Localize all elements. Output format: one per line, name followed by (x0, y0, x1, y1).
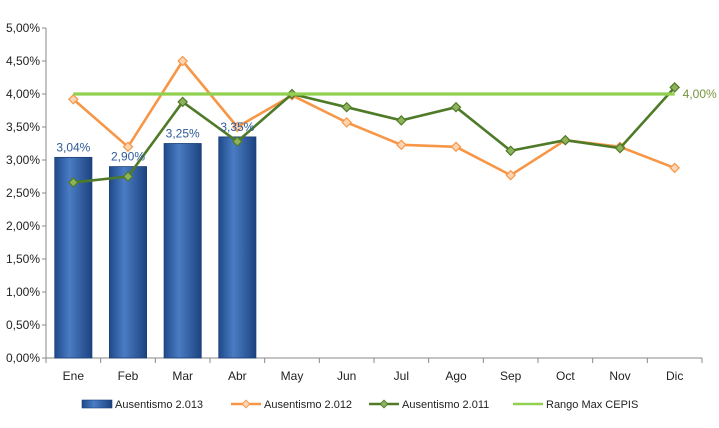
x-axis: Ene Feb Mar Abr May Jun Jul Ago Sep Oct Nov Dic (45, 357, 703, 383)
y-axis: 0,00% 0,50% 1,00% 1,50% 2,00% 2,50% 3,00% 3,50%… (6, 21, 47, 365)
x-tick-label: Sep (500, 369, 522, 383)
legend-label: Rango Max CEPIS (546, 399, 638, 411)
series-line (72, 59, 676, 177)
x-tick-label: Ago (445, 369, 467, 383)
series-point (231, 136, 243, 147)
legend-label: Ausentismo 2.012 (264, 399, 352, 411)
x-tick-label: May (281, 369, 304, 383)
series-point (67, 177, 79, 188)
series-point (450, 101, 462, 113)
series-point (231, 121, 243, 133)
line-series (67, 55, 681, 188)
series-point (450, 141, 462, 153)
series-point (505, 145, 517, 157)
x-tick-label: Abr (228, 369, 247, 383)
bar (218, 136, 257, 359)
series-point (669, 82, 681, 93)
y-tick-label: 0,00% (6, 351, 40, 365)
series-point (177, 96, 189, 108)
series-point (505, 169, 517, 181)
series-point (669, 162, 681, 174)
y-tick-label: 4,50% (6, 54, 40, 68)
y-tick-label: 0,50% (6, 318, 40, 332)
series-point (395, 115, 407, 126)
y-tick-label: 5,00% (6, 21, 40, 35)
legend-swatch (81, 399, 113, 409)
bar-series (54, 136, 257, 359)
x-tick-label: Oct (556, 369, 575, 383)
x-tick-label: Jul (394, 369, 409, 383)
series-point (341, 101, 353, 113)
legend-label: Ausentismo 2.013 (115, 399, 203, 411)
x-tick-label: Nov (609, 369, 630, 383)
range-end-label: 4,00% (683, 87, 717, 101)
series-point (122, 141, 134, 153)
y-tick-label: 1,00% (6, 285, 40, 299)
series-point (559, 134, 571, 146)
y-tick-label: 3,50% (6, 120, 40, 134)
bar (54, 156, 93, 359)
y-tick-label: 2,50% (6, 186, 40, 200)
series-point (67, 93, 79, 105)
bar (109, 166, 147, 359)
x-tick-label: Feb (118, 369, 139, 383)
bar-data-label: 3,04% (56, 140, 90, 154)
bar (163, 143, 202, 359)
y-tick-label: 3,00% (6, 153, 40, 167)
y-tick-label: 1,50% (6, 252, 40, 266)
bar-data-label: 2,90% (111, 150, 145, 164)
y-tick-label: 4,00% (6, 87, 40, 101)
x-tick-label: Ene (63, 369, 85, 383)
x-tick-label: Mar (172, 369, 193, 383)
series-point (614, 142, 626, 154)
data-labels: 4,00% 3,04% 2,90% 3,25% 3,35% (56, 87, 717, 164)
series-point (122, 171, 134, 182)
bar-data-label: 3,35% (220, 120, 254, 134)
series-point (395, 139, 407, 151)
series-point (341, 117, 353, 128)
legend-marker (379, 399, 389, 409)
x-tick-label: Dic (666, 369, 683, 383)
x-tick-label: Jun (337, 369, 356, 383)
legend-label: Ausentismo 2.011 (402, 399, 489, 411)
legend: Ausentismo 2.013 Ausentismo 2.012 Ausentis… (81, 399, 638, 411)
legend-marker (241, 399, 251, 409)
y-tick-label: 2,00% (6, 219, 40, 233)
series-line (73, 86, 676, 184)
bar-data-label: 3,25% (166, 127, 200, 141)
series-point (177, 55, 189, 67)
